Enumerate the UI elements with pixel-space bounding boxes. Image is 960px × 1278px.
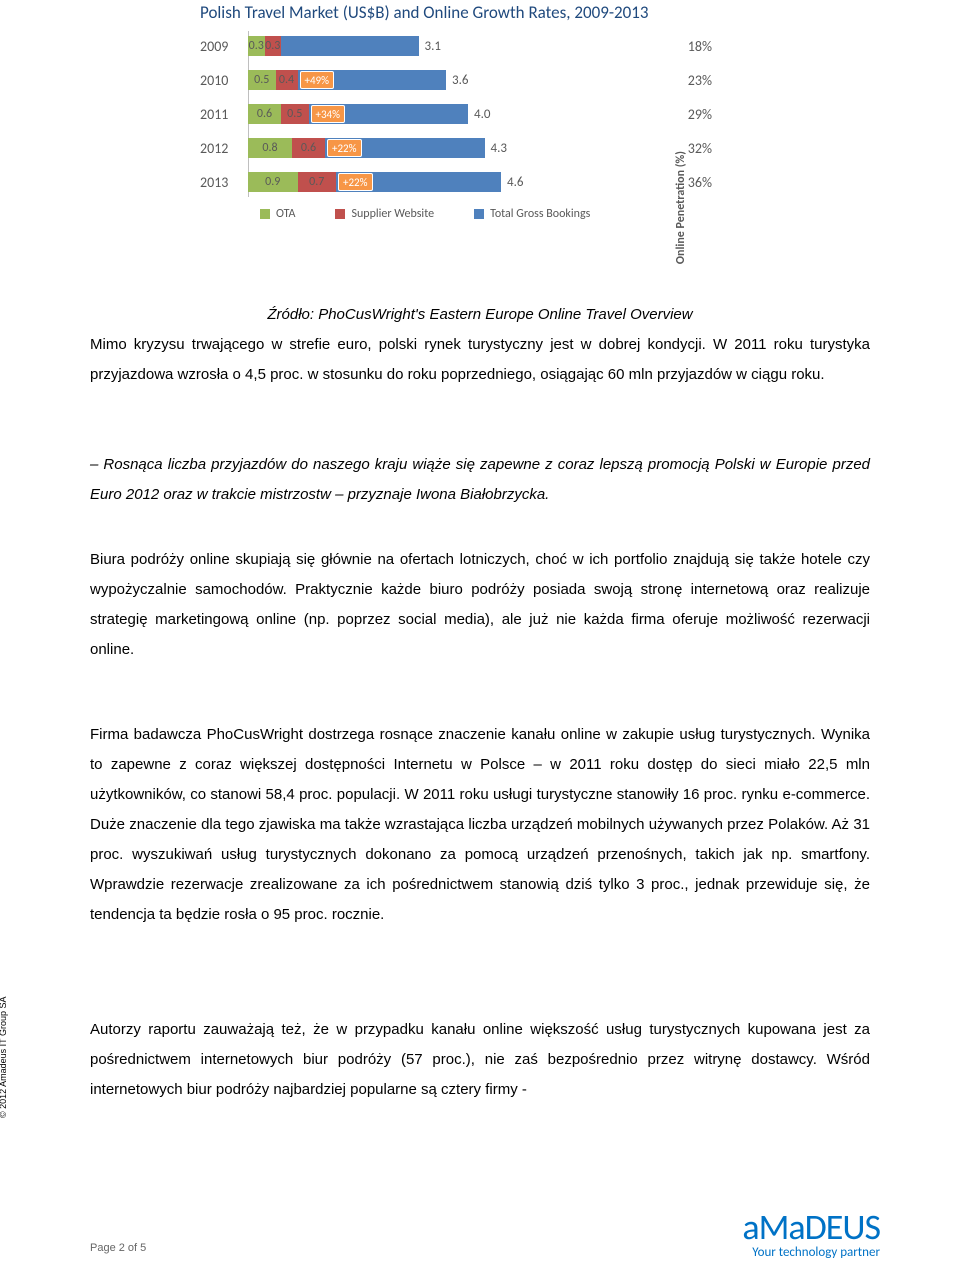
growth-badge: +22% bbox=[327, 139, 362, 157]
bar-area: 0.80.6 4.3 +22% bbox=[248, 137, 628, 159]
chart-container: Polish Travel Market (US$B) and Online G… bbox=[200, 0, 760, 221]
paragraph-4: Firma badawcza PhoCusWright dostrzega ro… bbox=[90, 720, 870, 930]
amadeus-logo: aMaDEUS Your technology partner bbox=[742, 1205, 880, 1260]
bar-segment-ota: 0.3 bbox=[248, 36, 265, 56]
year-label: 2010 bbox=[200, 72, 248, 89]
bar-area: 0.30.3 3.1 bbox=[248, 35, 628, 57]
year-label: 2012 bbox=[200, 140, 248, 157]
logo-text: aMaDEUS bbox=[742, 1205, 880, 1249]
legend-swatch bbox=[474, 209, 484, 219]
penetration-axis-label: Online Penetration (%) bbox=[674, 151, 688, 264]
total-value-label: 3.1 bbox=[425, 39, 441, 54]
year-label: 2011 bbox=[200, 106, 248, 123]
bar-area: 0.50.4 3.6 +49% bbox=[248, 69, 628, 91]
bar-segment-total bbox=[281, 36, 419, 56]
total-value-label: 4.0 bbox=[474, 107, 490, 122]
legend-label: Supplier Website bbox=[351, 207, 434, 221]
legend-label: Total Gross Bookings bbox=[490, 207, 590, 221]
growth-badge: +22% bbox=[338, 173, 373, 191]
growth-badge: +34% bbox=[311, 105, 346, 123]
chart-row: 20100.50.4 3.6 +49% 23% bbox=[200, 65, 760, 95]
chart-row: 20110.60.5 4.0 +34% 29% bbox=[200, 99, 760, 129]
bar-area: 0.60.5 4.0 +34% bbox=[248, 103, 628, 125]
bar-segment-ota: 0.6 bbox=[248, 104, 281, 124]
chart-rows: Online Penetration (%) 20090.30.33.118%2… bbox=[200, 31, 760, 197]
legend-swatch bbox=[335, 209, 345, 219]
bar-segment-ota: 0.8 bbox=[248, 138, 292, 158]
year-label: 2009 bbox=[200, 38, 248, 55]
bar-area: 0.90.7 4.6 +22% bbox=[248, 171, 628, 193]
paragraph-3: Biura podróży online skupiają się główni… bbox=[90, 545, 870, 665]
legend-item: Supplier Website bbox=[335, 207, 434, 221]
bar-segment-supplier: 0.4 bbox=[276, 70, 298, 90]
penetration-label: 23% bbox=[652, 72, 712, 89]
growth-badge: +49% bbox=[300, 71, 335, 89]
chart-source: Źródło: PhoCusWright's Eastern Europe On… bbox=[130, 306, 830, 323]
logo-tagline: Your technology partner bbox=[742, 1245, 880, 1260]
penetration-label: 29% bbox=[652, 106, 712, 123]
chart-row: 20090.30.33.118% bbox=[200, 31, 760, 61]
total-value-label: 4.3 bbox=[491, 141, 507, 156]
legend-item: OTA bbox=[260, 207, 295, 221]
total-value-label: 3.6 bbox=[452, 73, 468, 88]
bar-segment-supplier: 0.7 bbox=[298, 172, 337, 192]
year-label: 2013 bbox=[200, 174, 248, 191]
legend-item: Total Gross Bookings bbox=[474, 207, 590, 221]
paragraph-5: Autorzy raportu zauważają też, że w przy… bbox=[90, 1015, 870, 1105]
bar-segment-supplier: 0.5 bbox=[281, 104, 309, 124]
total-value-label: 4.6 bbox=[507, 175, 523, 190]
copyright-side: © 2012 Amadeus IT Group SA bbox=[0, 996, 8, 1118]
bar-segment-ota: 0.5 bbox=[248, 70, 276, 90]
legend-swatch bbox=[260, 209, 270, 219]
bar-segment-supplier: 0.3 bbox=[265, 36, 282, 56]
page-footer: Page 2 of 5 bbox=[90, 1242, 146, 1254]
paragraph-2: – Rosnąca liczba przyjazdów do naszego k… bbox=[90, 450, 870, 510]
legend-label: OTA bbox=[276, 207, 295, 221]
penetration-label: 18% bbox=[652, 38, 712, 55]
paragraph-1: Mimo kryzysu trwającego w strefie euro, … bbox=[90, 330, 870, 390]
bar-segment-supplier: 0.6 bbox=[292, 138, 325, 158]
bar-segment-ota: 0.9 bbox=[248, 172, 298, 192]
chart-title: Polish Travel Market (US$B) and Online G… bbox=[200, 2, 760, 23]
